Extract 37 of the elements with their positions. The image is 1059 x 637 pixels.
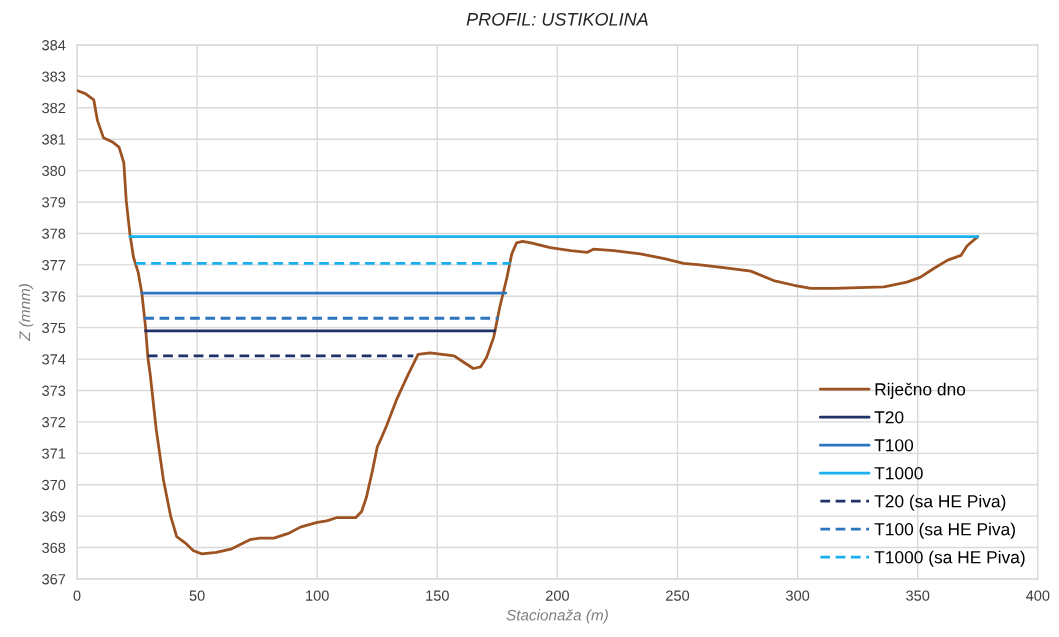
y-tick-label: 371	[42, 448, 66, 459]
legend-label: T1000	[874, 467, 923, 480]
x-tick-label: 250	[666, 590, 690, 601]
x-axis-title: Stacionaža (m)	[506, 609, 608, 624]
x-tick-label: 300	[786, 590, 810, 601]
y-tick-label: 377	[42, 259, 66, 271]
y-tick-label: 374	[42, 354, 66, 365]
x-tick-label: 100	[306, 590, 329, 601]
x-tick-label: 150	[426, 590, 449, 601]
legend-label: T20	[874, 411, 904, 424]
y-tick-label: 381	[42, 134, 66, 145]
y-tick-label: 376	[42, 291, 66, 302]
y-tick-label: 367	[42, 574, 66, 585]
legend-label: T1000 (sa HE Piva)	[874, 550, 1025, 567]
chart-title: PROFIL: USTIKOLINA	[466, 12, 648, 26]
legend-label: T100 (sa HE Piva)	[874, 522, 1015, 539]
x-tick-label: 200	[545, 590, 569, 601]
y-tick-label: 379	[42, 197, 66, 208]
x-tick-label: 50	[189, 590, 205, 601]
x-tick-label: 400	[1025, 590, 1050, 601]
y-tick-label: 368	[42, 542, 66, 553]
y-tick-label: 375	[42, 322, 66, 334]
y-tick-label: 378	[42, 228, 66, 239]
x-tick-label: 0	[73, 590, 81, 601]
legend-label: T20 (sa HE Piva)	[874, 494, 1006, 511]
legend-label: Riječno dno	[875, 382, 966, 399]
y-tick-label: 373	[42, 385, 66, 396]
y-tick-label: 382	[42, 102, 66, 114]
y-tick-label: 380	[42, 165, 66, 177]
y-tick-label: 383	[42, 71, 66, 82]
legend-label: T100	[874, 439, 914, 452]
y-tick-label: 369	[42, 511, 66, 522]
y-axis-title: Z (mnm)	[18, 284, 34, 342]
y-tick-label: 370	[42, 479, 66, 491]
x-tick-label: 350	[906, 590, 930, 601]
y-tick-label: 384	[42, 40, 66, 51]
y-tick-label: 372	[42, 417, 66, 428]
